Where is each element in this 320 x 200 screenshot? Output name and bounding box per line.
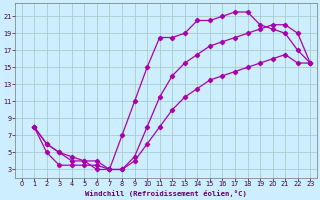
X-axis label: Windchill (Refroidissement éolien,°C): Windchill (Refroidissement éolien,°C) bbox=[85, 190, 247, 197]
